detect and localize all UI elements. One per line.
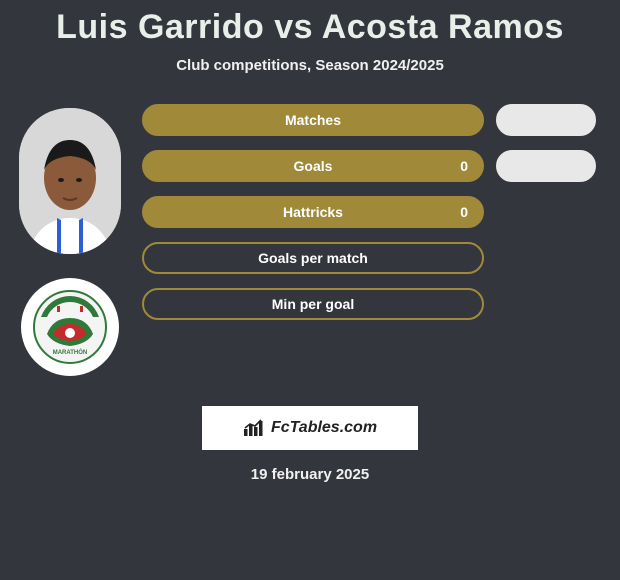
bar-chart-icon [243, 419, 265, 437]
content-area: MARATHÓN Matches Goals 0 Hattricks 0 [0, 104, 620, 376]
stat-label: Min per goal [272, 296, 354, 312]
page-title: Luis Garrido vs Acosta Ramos [0, 0, 620, 47]
stat-label: Hattricks [283, 204, 343, 220]
right-player-column [490, 104, 610, 376]
spacer [496, 288, 610, 320]
stat-row-goals: Goals 0 [142, 150, 484, 182]
stat-pill-right-matches [496, 104, 596, 136]
stat-pill-left-goals-per-match: Goals per match [142, 242, 484, 274]
svg-text:MARATHÓN: MARATHÓN [53, 348, 88, 356]
page-subtitle: Club competitions, Season 2024/2025 [0, 57, 620, 74]
stat-label: Goals per match [258, 250, 368, 266]
player-avatar-icon [19, 108, 121, 254]
stat-pill-right-goals [496, 150, 596, 182]
stat-value-left: 0 [460, 158, 468, 174]
player-photo-left [19, 108, 121, 254]
footer-date: 19 february 2025 [0, 466, 620, 483]
stat-pill-left-hattricks: Hattricks 0 [142, 196, 484, 228]
stat-label: Matches [285, 112, 341, 128]
stat-row-goals-per-match: Goals per match [142, 242, 484, 274]
stat-pill-left-goals: Goals 0 [142, 150, 484, 182]
club-badge-icon: MARATHÓN [33, 290, 107, 364]
stat-pill-left-matches: Matches [142, 104, 484, 136]
stat-row-matches: Matches [142, 104, 484, 136]
brand-text: FcTables.com [271, 419, 377, 437]
stat-label: Goals [294, 158, 333, 174]
brand-attribution[interactable]: FcTables.com [202, 406, 418, 450]
stats-column: Matches Goals 0 Hattricks 0 Goals per ma… [130, 104, 490, 376]
stat-pill-left-min-per-goal: Min per goal [142, 288, 484, 320]
left-player-column: MARATHÓN [10, 104, 130, 376]
spacer [496, 196, 610, 228]
stat-row-min-per-goal: Min per goal [142, 288, 484, 320]
spacer [496, 242, 610, 274]
stat-row-hattricks: Hattricks 0 [142, 196, 484, 228]
stat-value-left: 0 [460, 204, 468, 220]
club-logo-left: MARATHÓN [21, 278, 119, 376]
